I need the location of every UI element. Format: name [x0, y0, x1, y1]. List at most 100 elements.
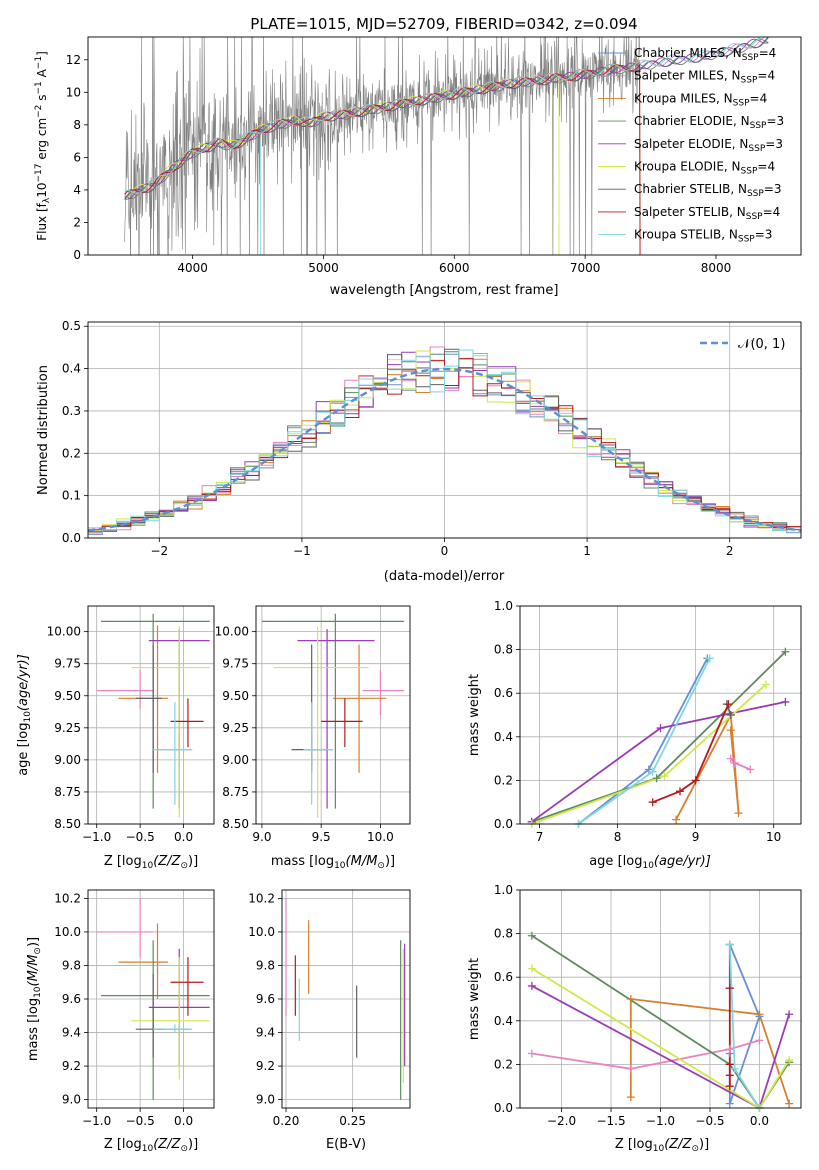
weight-marker-4: [781, 697, 790, 706]
label-part: mass [log: [26, 998, 41, 1061]
model-line-3: [124, 38, 769, 199]
model-line-6: [124, 37, 769, 200]
legend-entry: Chabrier MILES, NSSP=4: [634, 46, 776, 63]
label-part: Salpeter ELODIE, N: [634, 137, 748, 151]
x-axis-label: (data-model)/error: [384, 569, 505, 584]
weight-marker-5: [527, 964, 536, 973]
y-tick-label: 10.2: [54, 891, 81, 905]
x-axis-label: E(B-V): [326, 1137, 366, 1152]
y-tick-label: 9.6: [62, 992, 81, 1006]
label-part: (Z/Z: [153, 854, 181, 869]
label-part: =4: [750, 91, 768, 105]
weight-marker-5: [785, 1056, 794, 1065]
weight-line-0: [728, 944, 761, 1104]
gaussian-curve: [88, 367, 801, 532]
weight-marker-1: [730, 758, 739, 767]
y-tick-label: 4: [73, 183, 81, 197]
weight-marker-2: [726, 726, 735, 735]
label-part: SSP: [750, 121, 767, 131]
y-tick-label: 10.2: [248, 891, 275, 905]
y-tick-label: 1.0: [494, 883, 513, 897]
axes-frame: [519, 889, 802, 1109]
label-part: Salpeter STELIB, N: [634, 205, 746, 219]
y-tick-label: 0.1: [62, 489, 81, 503]
y-tick-label: 9.00: [54, 753, 81, 767]
y-tick-label: 0.6: [494, 970, 513, 984]
label-part: ⊙: [377, 861, 385, 871]
x-tick-label: 0.25: [339, 1114, 366, 1128]
weight-marker-4: [785, 1010, 794, 1019]
ticks: −2 −1 0 1 2 0.0 0.1 0.2 0.3 0.4 0.5: [62, 319, 734, 558]
y-tick-label: 10.00: [47, 625, 81, 639]
x-tick-label: 10: [766, 830, 781, 844]
label-part: age [log: [589, 854, 642, 869]
label-part: =4: [763, 205, 781, 219]
weight-marker-8: [725, 940, 734, 949]
panel-weight_vs_Z: −2.0 −1.5 −1.0 −0.5 0.0 0.0 0.2 0.4 0.6 0.8 1.0 Z […: [467, 883, 802, 1154]
model-line-8: [124, 37, 761, 255]
label-part: ⊙: [691, 1144, 699, 1154]
x-tick-label: 0.20: [273, 1114, 300, 1128]
x-tick-label: 0.0: [174, 1114, 193, 1128]
weight-marker-3: [527, 931, 536, 940]
label-part: −17: [34, 164, 44, 183]
x-tick-label: 8000: [701, 261, 732, 275]
panel-age_vs_mass: 9.0 9.5 10.0 8.50 8.75 9.00 9.25 9.50 9.75 10.00 m…: [215, 605, 411, 871]
weight-marker-2: [672, 815, 681, 824]
plot-area: [531, 651, 787, 824]
weight-marker-2: [755, 1010, 764, 1019]
label-part: Z [log: [104, 854, 142, 869]
legend-entry: Salpeter STELIB, NSSP=4: [634, 205, 780, 222]
weight-line-5: [531, 967, 790, 1108]
x-tick-label: 8: [614, 830, 622, 844]
x-tick-label: 9: [692, 830, 700, 844]
y-axis-label: mass weight: [467, 958, 482, 1040]
plot-area: [285, 898, 406, 1100]
label-part: ]: [35, 51, 49, 56]
weight-marker-5: [761, 680, 770, 689]
weight-marker-7: [676, 787, 685, 796]
label-part: erg cm: [35, 118, 49, 164]
x-axis-label: Z [log10(Z/Z⊙)]: [104, 854, 198, 871]
x-tick-label: −0.5: [126, 1114, 155, 1128]
panel-mass_vs_ebv: 0.20 0.25 9.0 9.2 9.4 9.6 9.8 10.0 10.2 E(B-V): [248, 889, 411, 1152]
x-tick-label: −0.5: [126, 830, 155, 844]
label-part: 10: [653, 1144, 665, 1154]
y-tick-label: 9.2: [62, 1059, 81, 1073]
x-axis-label: Z [log10(Z/Z⊙)]: [615, 1137, 709, 1154]
y-tick-label: 10: [66, 85, 81, 99]
label-part: −1: [34, 81, 44, 94]
y-tick-label: 9.0: [256, 1093, 275, 1107]
y-tick-label: 9.75: [54, 657, 81, 671]
weight-marker-1: [726, 754, 735, 763]
y-axis-label: Normed distribution: [36, 365, 51, 495]
legend-entry: Chabrier STELIB, NSSP=3: [634, 182, 782, 199]
panel-age_vs_Z: −1.0 −0.5 0.0 8.50 8.75 9.00 9.25 9.50 9.75 10.00…: [16, 605, 215, 871]
label-part: Kroupa ELODIE, N: [634, 160, 741, 174]
y-tick-label: 2: [73, 215, 81, 229]
label-part: −1: [34, 56, 44, 69]
y-tick-label: 9.8: [62, 958, 81, 972]
x-tick-label: −2.0: [547, 1114, 576, 1128]
model-line-5: [124, 74, 560, 255]
label-part: SSP: [747, 189, 764, 199]
x-axis-label: wavelength [Angstrom, rest frame]: [330, 283, 559, 298]
y-tick-label: 9.75: [222, 657, 249, 671]
grid-lines: [520, 605, 801, 825]
x-tick-label: 0: [441, 544, 449, 558]
label-part: (age/yr)]: [16, 654, 31, 711]
label-part: 10: [142, 861, 154, 871]
x-axis-label: age [log10(age/yr)]: [589, 854, 711, 871]
label-part: )]: [26, 937, 41, 947]
label-part: =3: [764, 182, 782, 196]
weight-marker-1: [725, 1045, 734, 1054]
axes-frame: [255, 605, 411, 825]
weight-marker-8: [705, 654, 714, 663]
label-part: ⊙: [33, 947, 43, 955]
y-tick-label: 0.8: [494, 643, 513, 657]
weight-marker-4: [527, 981, 536, 990]
y-tick-label: 0.0: [494, 817, 513, 831]
weight-marker-0: [725, 1099, 734, 1108]
